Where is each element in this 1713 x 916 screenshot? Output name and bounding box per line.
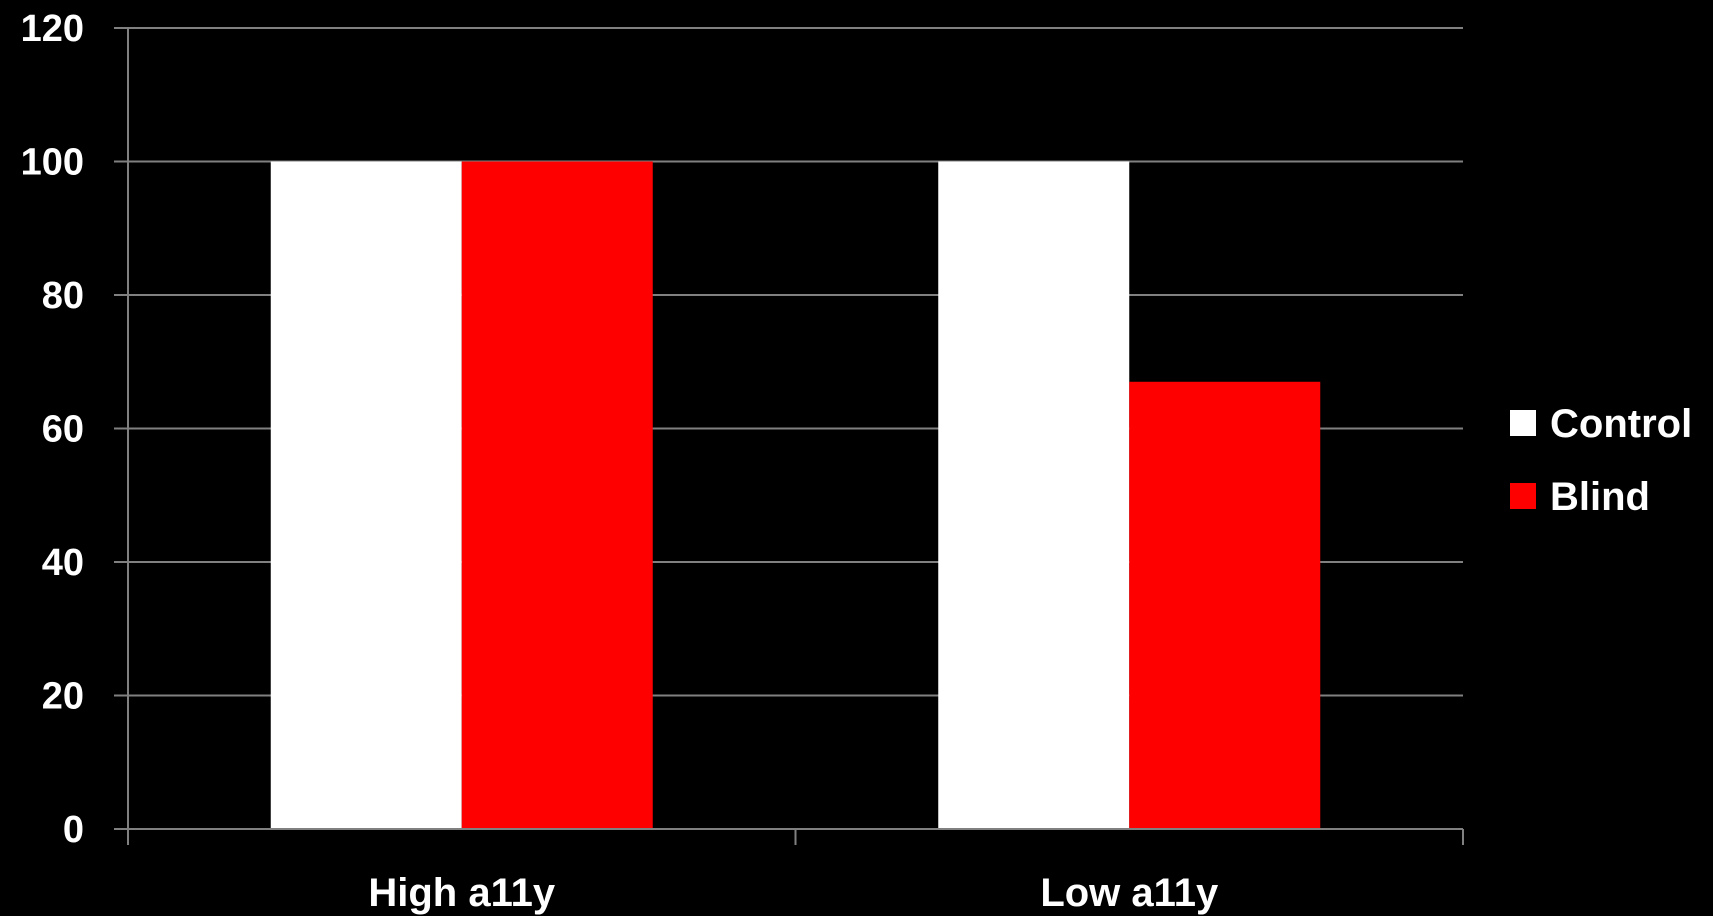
bar-control [270,161,462,829]
x-axis-categories: High a11y Low a11y [368,871,1219,915]
y-tick-label: 0 [63,809,84,851]
y-tick-label: 80 [42,275,84,317]
legend-swatch-blind [1510,483,1536,509]
x-category-label: High a11y [368,871,556,915]
y-tick-label: 40 [42,542,84,584]
x-category-label: Low a11y [1040,871,1219,915]
legend-label-blind: Blind [1550,475,1650,519]
y-tick-label: 100 [21,142,84,184]
legend-swatch-control [1510,410,1536,436]
y-tick-label: 20 [42,676,84,718]
bar-blind [1129,381,1321,829]
bars [270,161,1321,829]
y-axis-ticks: 0 20 40 60 80 100 120 [21,8,128,851]
legend-label-control: Control [1550,402,1692,446]
bar-blind [461,161,653,829]
bar-control [938,161,1130,829]
y-tick-label: 120 [21,8,84,50]
legend: Control Blind [1510,402,1692,519]
y-tick-label: 60 [42,409,84,451]
